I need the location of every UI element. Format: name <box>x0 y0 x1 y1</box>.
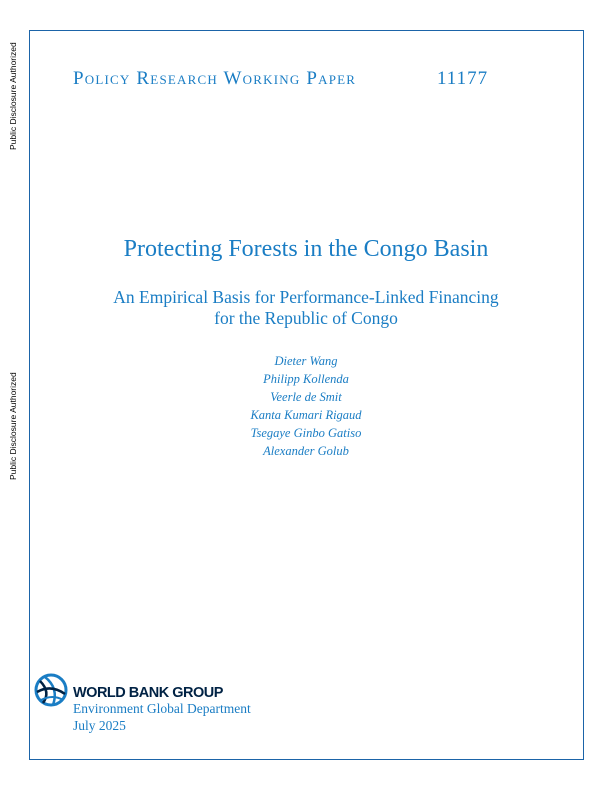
world-bank-logo: WORLD BANK GROUP <box>33 672 223 708</box>
disclosure-label-top: Public Disclosure Authorized <box>8 42 18 150</box>
author-list: Dieter Wang Philipp Kollenda Veerle de S… <box>0 352 612 460</box>
logo-text: WORLD BANK GROUP <box>73 684 223 701</box>
author: Alexander Golub <box>263 444 349 458</box>
department: Environment Global Department <box>73 701 251 716</box>
author: Kanta Kumari Rigaud <box>250 408 362 422</box>
page-frame <box>29 30 584 760</box>
series-name: Policy Research Working Paper <box>73 68 357 89</box>
author: Tsegaye Ginbo Gatiso <box>250 426 362 440</box>
author: Dieter Wang <box>274 354 338 368</box>
globe-icon <box>34 673 68 707</box>
author: Philipp Kollenda <box>263 372 349 386</box>
department-info: Environment Global Department July 2025 <box>73 700 251 734</box>
paper-subtitle: An Empirical Basis for Performance-Linke… <box>0 287 612 329</box>
subtitle-line: An Empirical Basis for Performance-Linke… <box>113 287 499 307</box>
publication-date: July 2025 <box>73 718 126 733</box>
author: Veerle de Smit <box>270 390 342 404</box>
paper-number: 11177 <box>437 68 489 89</box>
subtitle-line: for the Republic of Congo <box>214 308 398 328</box>
paper-title: Protecting Forests in the Congo Basin <box>123 236 489 262</box>
